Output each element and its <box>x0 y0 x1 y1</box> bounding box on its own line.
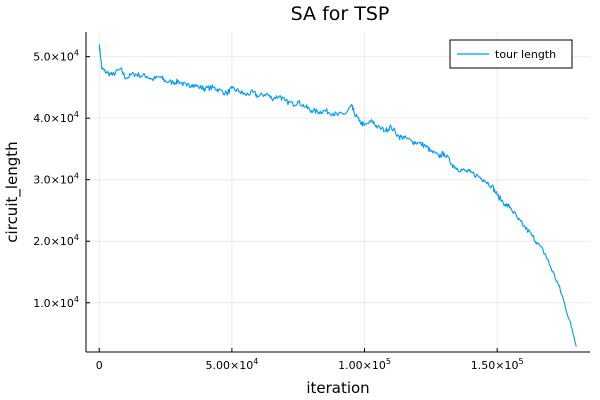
x-tick-mantissa: 5.00×10 <box>205 359 253 372</box>
x-axis-label: iteration <box>306 379 369 397</box>
x-tick-label: 5.00×104 <box>205 357 258 372</box>
x-tick-exponent: 5 <box>386 357 391 366</box>
grid <box>86 32 590 352</box>
legend-entry: tour length <box>495 48 556 61</box>
series-layer <box>98 44 577 347</box>
y-tick-label: 4.0×104 <box>33 110 79 125</box>
y-tick-exponent: 4 <box>74 110 79 119</box>
y-tick-exponent: 4 <box>74 295 79 304</box>
x-tick-label: 1.00×105 <box>338 357 391 372</box>
y-tick-exponent: 4 <box>74 49 79 58</box>
y-tick-exponent: 4 <box>74 172 79 181</box>
x-tick-mantissa: 1.50×10 <box>471 359 519 372</box>
y-tick-mantissa: 1.0×10 <box>33 297 74 310</box>
y-tick-label: 5.0×104 <box>33 49 79 64</box>
y-axis-label: circuit_length <box>3 141 22 242</box>
y-tick-exponent: 4 <box>74 233 79 242</box>
y-tick-label: 2.0×104 <box>33 233 79 248</box>
ticks: 0 5.00×104 1.00×105 1.50×1051.0×1042.0×1043… <box>33 49 523 372</box>
x-tick-label: 0 <box>96 359 103 372</box>
y-tick-mantissa: 4.0×10 <box>33 112 74 125</box>
y-tick-label: 1.0×104 <box>33 295 79 310</box>
y-tick-mantissa: 2.0×10 <box>33 235 74 248</box>
x-tick-mantissa: 1.00×10 <box>338 359 386 372</box>
x-tick-exponent: 5 <box>518 357 523 366</box>
y-tick-label: 3.0×104 <box>33 172 79 187</box>
x-tick-exponent: 4 <box>253 357 258 366</box>
legend: tour length <box>449 39 573 69</box>
series-line-tour-length <box>98 44 577 347</box>
y-tick-mantissa: 5.0×10 <box>33 51 74 64</box>
x-tick-mantissa: 0 <box>96 359 103 372</box>
x-tick-label: 1.50×105 <box>471 357 524 372</box>
y-tick-mantissa: 3.0×10 <box>33 174 74 187</box>
chart-title: SA for TSP <box>291 3 390 25</box>
